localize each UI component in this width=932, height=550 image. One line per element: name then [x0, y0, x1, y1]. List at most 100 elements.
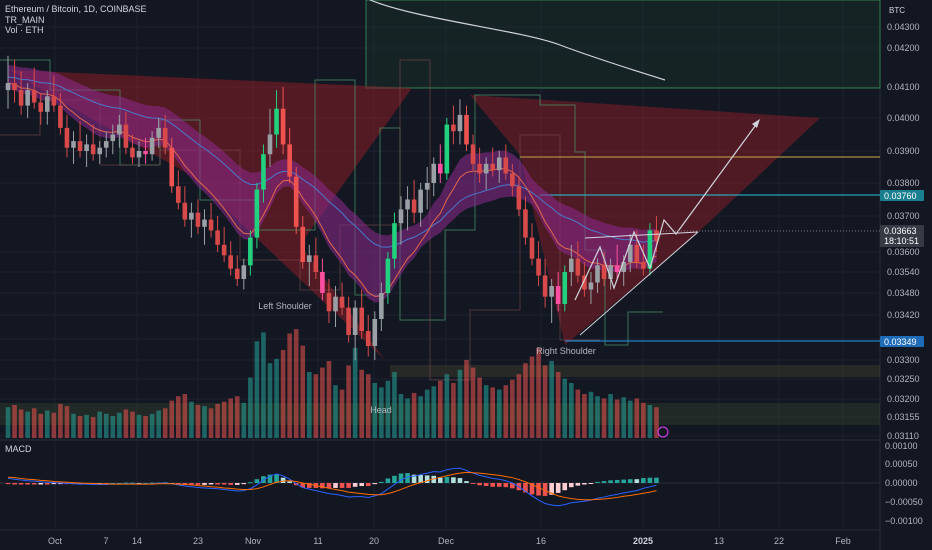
- candle-body: [143, 151, 148, 155]
- macd-histogram-bar: [45, 483, 50, 485]
- macd-tick-label: −0.00050: [885, 497, 923, 507]
- macd-histogram-bar: [136, 483, 142, 484]
- candle-body: [202, 219, 207, 227]
- time-axis[interactable]: Oct 7 14 23 Nov 11 20 Dec 16 2025 13 22 Feb: [48, 536, 851, 546]
- candle-body: [84, 144, 89, 151]
- candle-body: [359, 307, 364, 331]
- macd-histogram-bar: [503, 483, 509, 488]
- candle-body: [287, 144, 292, 177]
- candle-body: [438, 163, 443, 174]
- candle-body: [372, 319, 378, 346]
- price-tick-label: 0.04000: [887, 113, 920, 123]
- candle-body: [123, 124, 129, 148]
- volume-bar: [372, 383, 378, 438]
- time-tick-label: 14: [132, 536, 142, 546]
- wedge-support-line: [579, 231, 699, 336]
- macd-histogram-bar: [510, 483, 515, 489]
- volume-bar: [451, 383, 456, 438]
- macd-histogram-bar: [614, 479, 620, 483]
- volume-bar: [162, 408, 168, 438]
- volume-bar: [359, 369, 364, 438]
- indicator-label-tr-main[interactable]: TR_MAIN: [5, 15, 45, 25]
- candle-body: [431, 163, 437, 183]
- macd-histogram-bar: [483, 483, 489, 487]
- macd-histogram-bar: [562, 483, 568, 491]
- candle-body: [503, 157, 509, 174]
- time-tick-label: Nov: [245, 536, 262, 546]
- macd-histogram-bar: [320, 483, 325, 489]
- candle-body: [601, 265, 607, 279]
- macd-histogram-bar: [444, 476, 450, 483]
- time-tick-label: 11: [313, 536, 322, 546]
- price-axis[interactable]: 0.04300 0.04200 0.04100 0.04000 0.03900 0.038…: [880, 22, 924, 526]
- candle-body: [542, 275, 548, 297]
- candle-body: [45, 96, 50, 112]
- candle-body: [307, 255, 312, 262]
- candle-body: [71, 141, 76, 148]
- macd-histogram-bar: [234, 483, 240, 485]
- time-tick-label: 22: [774, 536, 784, 546]
- macd-histogram-bar: [654, 477, 659, 483]
- volume-bar: [627, 400, 633, 438]
- macd-histogram-bar: [627, 479, 633, 483]
- macd-histogram-bar: [117, 483, 122, 484]
- candle-body: [516, 186, 522, 210]
- candle-body: [313, 255, 319, 272]
- candle-body: [31, 90, 37, 103]
- supply-zone: [365, 0, 881, 89]
- volume-bar: [110, 416, 116, 438]
- macd-histogram-bar: [12, 483, 17, 485]
- macd-histogram-bar: [542, 483, 548, 496]
- volume-bar: [601, 398, 607, 438]
- candle-body: [575, 258, 581, 276]
- macd-histogram-bar: [195, 483, 201, 485]
- volume-bar: [71, 413, 76, 438]
- volume-bar: [641, 402, 646, 438]
- candle-body: [523, 209, 528, 238]
- macd-histogram-bar: [490, 483, 495, 487]
- candle-body: [470, 144, 476, 164]
- macd-histogram-bar: [221, 483, 227, 485]
- candle-body: [346, 307, 351, 335]
- price-tick-label: 0.03155: [887, 412, 920, 422]
- macd-histogram-bar: [595, 481, 600, 483]
- time-tick-label: 13: [714, 536, 724, 546]
- candle-body: [627, 244, 633, 262]
- volume-bar: [307, 372, 312, 438]
- volume-bar: [385, 380, 391, 438]
- candle-body: [234, 268, 240, 279]
- candle-body: [241, 265, 247, 279]
- volume-bar: [267, 363, 273, 438]
- indicator-label-volume[interactable]: Vol · ETH: [5, 25, 44, 35]
- candle-body: [529, 237, 535, 259]
- projection-path: [574, 121, 759, 301]
- volume-bar: [595, 396, 600, 438]
- candle-body: [149, 137, 155, 155]
- candle-body: [12, 83, 17, 91]
- candle-body: [379, 293, 384, 319]
- macd-label[interactable]: MACD: [5, 444, 32, 454]
- volume-bar: [326, 361, 332, 438]
- volume-bar: [588, 391, 594, 438]
- macd-pane: [0, 467, 880, 507]
- candle-body: [18, 90, 24, 106]
- volume-bar: [634, 398, 640, 438]
- candle-body: [457, 114, 463, 132]
- candle-body: [555, 286, 561, 304]
- macd-histogram-bar: [241, 483, 247, 485]
- demand-zone-upper: [390, 365, 880, 377]
- macd-histogram-bar: [182, 483, 188, 485]
- volume-bar: [97, 411, 102, 438]
- price-tick-label: 0.04200: [887, 43, 920, 53]
- volume-bar: [189, 401, 194, 438]
- volume-bar: [130, 411, 135, 438]
- macd-histogram-bar: [77, 483, 83, 485]
- candle-body: [608, 265, 613, 279]
- macd-histogram-bar: [431, 475, 437, 483]
- candle-body: [182, 202, 188, 220]
- macd-histogram-bar: [372, 483, 378, 485]
- macd-histogram-bar: [254, 479, 260, 483]
- pattern-annotation: Head: [370, 405, 392, 415]
- price-tick-label: 0.03600: [887, 247, 920, 257]
